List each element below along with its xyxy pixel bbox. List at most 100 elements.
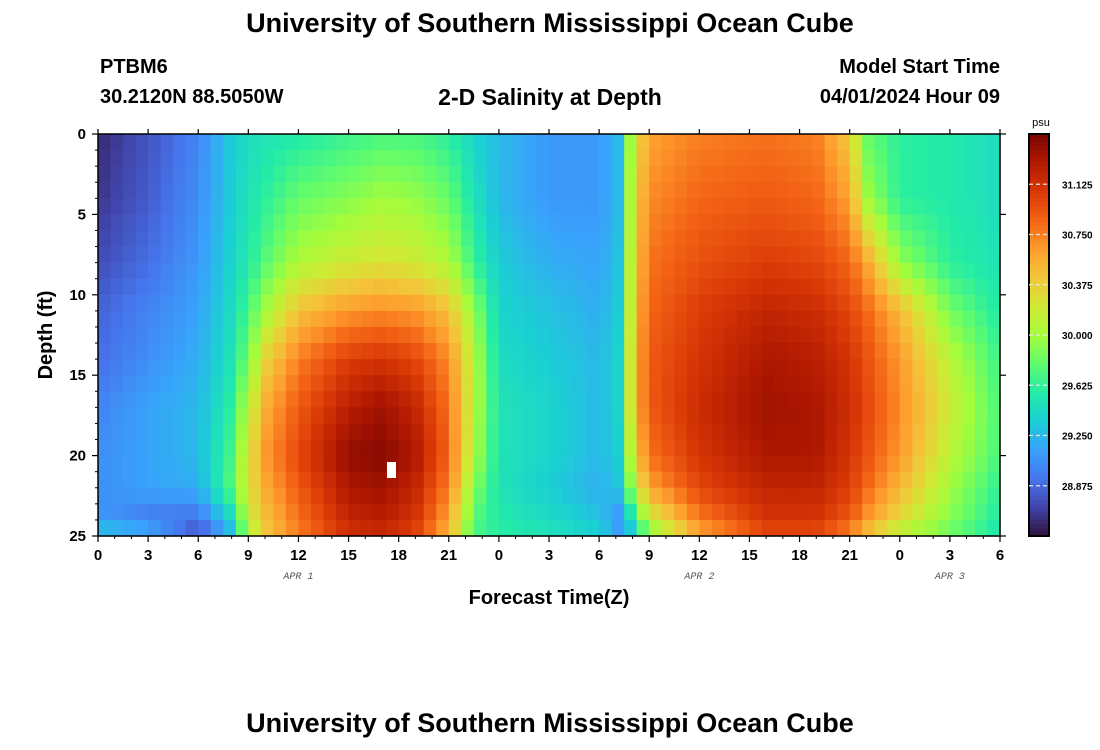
heatmap-cell	[336, 407, 350, 425]
heatmap-cell	[110, 487, 124, 505]
heatmap-cell	[323, 343, 337, 360]
heatmap-cell	[674, 182, 688, 199]
heatmap-cell	[148, 166, 162, 183]
heatmap-cell	[348, 471, 362, 489]
heatmap-cell	[699, 359, 713, 376]
heatmap-cell	[824, 294, 838, 312]
heatmap-cell	[624, 455, 638, 473]
heatmap-cell	[561, 166, 575, 183]
heatmap-cell	[636, 519, 650, 537]
heatmap-cell	[874, 294, 888, 312]
heatmap-cell	[837, 230, 851, 248]
heatmap-cell	[298, 455, 312, 473]
heatmap-cell	[536, 439, 550, 457]
heatmap-cell	[298, 503, 312, 521]
heatmap-cell	[561, 214, 575, 232]
heatmap-cell	[586, 375, 600, 392]
heatmap-cell	[160, 359, 174, 376]
heatmap-cell	[260, 487, 274, 505]
heatmap-cell	[724, 166, 738, 183]
heatmap-cell	[323, 326, 337, 344]
heatmap-cell	[636, 278, 650, 296]
heatmap-cell	[924, 310, 938, 328]
heatmap-cell	[812, 519, 826, 537]
heatmap-cell	[711, 455, 725, 473]
heatmap-cell	[348, 246, 362, 264]
heatmap-cell	[411, 359, 425, 376]
heatmap-cell	[160, 294, 174, 312]
heatmap-cell	[912, 166, 926, 183]
heatmap-cell	[899, 487, 913, 505]
heatmap-cell	[198, 423, 212, 441]
colorbar-band	[1029, 451, 1049, 457]
heatmap-cell	[98, 359, 112, 376]
heatmap-cell	[448, 134, 462, 151]
heatmap-cell	[486, 198, 500, 215]
colorbar-band	[1029, 310, 1049, 316]
heatmap-cell	[899, 310, 913, 328]
heatmap-cell	[210, 214, 224, 232]
x-tick-label: 6	[996, 547, 1004, 564]
heatmap-cell	[874, 407, 888, 425]
heatmap-cell	[812, 278, 826, 296]
colorbar-band	[1029, 495, 1049, 501]
heatmap-cell	[148, 134, 162, 151]
heatmap-cell	[699, 439, 713, 457]
heatmap-cell	[736, 391, 751, 408]
heatmap-cell	[862, 391, 876, 408]
heatmap-cell	[523, 375, 538, 392]
heatmap-cell	[511, 262, 525, 280]
colorbar-band	[1029, 415, 1049, 421]
heatmap-cell	[974, 391, 989, 408]
heatmap-cell	[824, 487, 838, 505]
heatmap-cell	[386, 343, 400, 360]
heatmap-cell	[310, 166, 325, 183]
heatmap-cell	[799, 487, 813, 505]
heatmap-cell	[686, 375, 700, 392]
heatmap-cell	[223, 182, 237, 199]
heatmap-cell	[912, 423, 926, 441]
heatmap-cell	[436, 134, 450, 151]
heatmap-cell	[373, 262, 387, 280]
heatmap-cell	[361, 214, 375, 232]
heatmap-cell	[561, 455, 575, 473]
heatmap-cell	[448, 198, 462, 215]
heatmap-cell	[824, 471, 838, 489]
heatmap-cell	[235, 391, 249, 408]
heatmap-cell	[949, 439, 964, 457]
heatmap-cell	[874, 519, 888, 537]
heatmap-cell	[611, 278, 625, 296]
heatmap-cell	[611, 214, 625, 232]
heatmap-cell	[624, 294, 638, 312]
heatmap-cell	[498, 471, 513, 489]
heatmap-cell	[586, 423, 600, 441]
heatmap-cell	[298, 198, 312, 215]
heatmap-cell	[937, 326, 951, 344]
heatmap-cell	[686, 262, 700, 280]
heatmap-cell	[98, 150, 112, 167]
heatmap-cell	[912, 519, 926, 537]
heatmap-cell	[185, 230, 199, 248]
heatmap-cell	[523, 455, 538, 473]
heatmap-cell	[987, 375, 1001, 392]
heatmap-cell	[799, 134, 813, 151]
heatmap-cell	[924, 134, 938, 151]
heatmap-cell	[486, 519, 500, 537]
heatmap-cell	[824, 375, 838, 392]
heatmap-cell	[912, 230, 926, 248]
heatmap-cell	[787, 182, 801, 199]
heatmap-cell	[674, 407, 688, 425]
heatmap-cell	[962, 326, 976, 344]
heatmap-cell	[774, 294, 788, 312]
heatmap-cell	[899, 262, 913, 280]
heatmap-cell	[310, 359, 325, 376]
heatmap-cell	[799, 166, 813, 183]
heatmap-cell	[624, 471, 638, 489]
heatmap-cell	[523, 310, 538, 328]
heatmap-cell	[536, 471, 550, 489]
heatmap-cell	[649, 439, 663, 457]
heatmap-cell	[198, 150, 212, 167]
heatmap-cell	[674, 359, 688, 376]
heatmap-cell	[849, 230, 863, 248]
heatmap-cell	[373, 198, 387, 215]
